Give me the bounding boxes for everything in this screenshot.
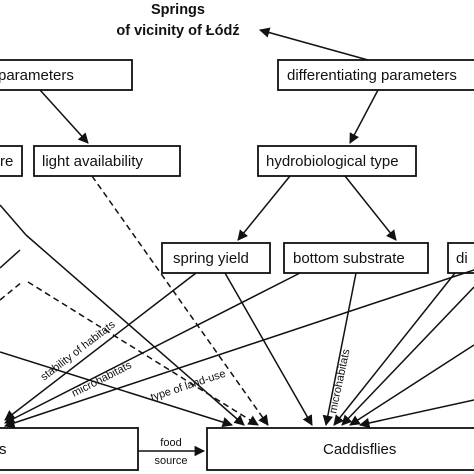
diagram-title-line1: Springs [151, 2, 205, 18]
edge-differentiating-to-hydrobiological [349, 89, 379, 144]
edge-hydrobiological-to-bottom-substrate [344, 175, 397, 241]
node-parameters-box [0, 59, 133, 91]
edge-label-microhabitats-right: microhabitats [327, 348, 352, 415]
node-bottom-substrate-label: bottom substrate [293, 250, 405, 267]
edge-spring-yield-to-caddisflies [224, 272, 313, 426]
node-differentiating-parameters-box [277, 59, 474, 91]
edge-label-food: food [160, 437, 181, 449]
edge-right-to-left-land-use [4, 269, 474, 428]
node-caddisflies-label: Caddisflies [323, 441, 396, 458]
node-bottom-left-box [0, 427, 139, 471]
node-temperature-box [0, 145, 23, 177]
node-spring-yield-box [161, 242, 271, 274]
node-light-availability-box [33, 145, 181, 177]
node-bottom-substrate-box [283, 242, 429, 274]
node-temperature-label: re [0, 153, 13, 170]
edge-left-to-caddisflies-a [25, 234, 245, 426]
node-light-availability-label: light availability [42, 153, 143, 170]
edge-differentiating-to-title [258, 27, 369, 61]
edge-left-solid-short [0, 249, 21, 269]
edge-light-to-caddisflies-dashed [91, 175, 269, 426]
node-hydrobiological-type-label: hydrobiological type [266, 153, 399, 170]
node-bottom-left-label: s [0, 441, 7, 458]
edge-right-to-caddisflies-d [358, 399, 474, 429]
edge-spring-yield-to-left-stability [4, 272, 197, 421]
edge-temperature-left-segment [0, 204, 27, 236]
edge-parameters-to-light [39, 89, 89, 144]
node-right-fragment-label: di [456, 250, 468, 267]
node-spring-yield-label: spring yield [173, 250, 249, 267]
node-right-fragment-box [447, 242, 474, 274]
edge-right-to-caddisflies-b [341, 286, 474, 426]
edge-label-source: source [154, 455, 187, 467]
node-caddisflies-box [206, 427, 474, 471]
node-differentiating-parameters-label: differentiating parameters [287, 67, 457, 84]
node-parameters-label: parameters [0, 67, 74, 84]
edge-bottom-substrate-to-caddisflies [322, 272, 357, 427]
node-hydrobiological-type-box [257, 145, 417, 177]
edge-right-to-caddisflies-c [349, 344, 474, 426]
edge-right-to-caddisflies-a [333, 272, 456, 426]
edge-bottom-substrate-to-left-microhabitats [4, 272, 301, 424]
edge-hydrobiological-to-spring-yield [237, 175, 291, 241]
diagram-title-line2: of vicinity of Łódź [116, 23, 239, 39]
edge-left-dashed-short [0, 281, 23, 301]
